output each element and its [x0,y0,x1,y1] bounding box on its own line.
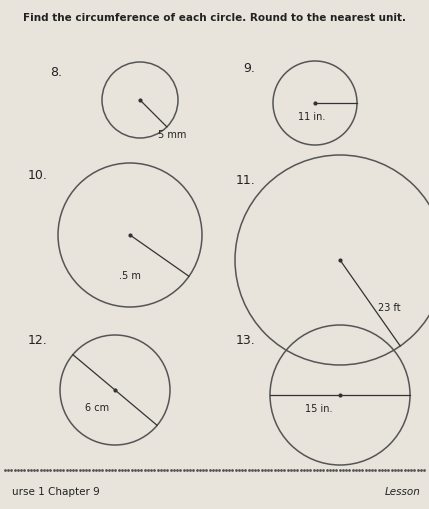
Text: 11.: 11. [236,174,256,186]
Text: 8.: 8. [50,66,62,78]
Text: 11 in.: 11 in. [298,112,325,122]
Text: 9.: 9. [243,62,255,74]
Text: Find the circumference of each circle. Round to the nearest unit.: Find the circumference of each circle. R… [23,13,406,23]
Text: 12.: 12. [28,333,48,347]
Text: 6 cm: 6 cm [85,403,109,413]
Text: 15 in.: 15 in. [305,404,332,414]
Text: Lesson: Lesson [385,487,421,497]
Text: .5 m: .5 m [120,271,142,280]
Text: 13.: 13. [236,333,256,347]
Text: 23 ft: 23 ft [378,303,401,313]
Text: urse 1 Chapter 9: urse 1 Chapter 9 [12,487,100,497]
Text: 10.: 10. [28,168,48,182]
Text: 5 mm: 5 mm [158,130,187,140]
